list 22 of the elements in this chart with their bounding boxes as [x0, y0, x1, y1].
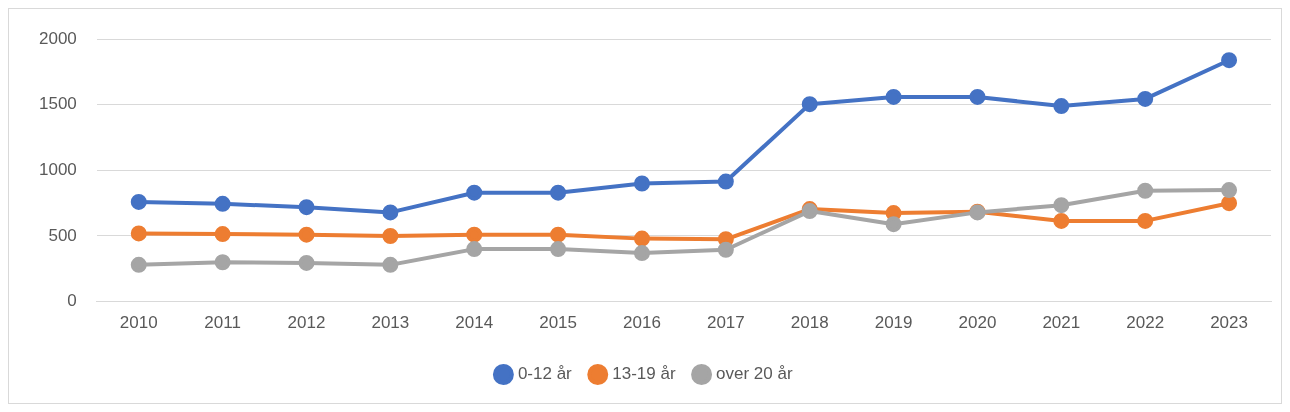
x-tick-label: 2015	[539, 313, 578, 333]
x-tick-label: 2017	[706, 313, 745, 333]
y-tick-label: 2000	[38, 28, 77, 48]
y-tick-label: 500	[48, 225, 77, 245]
x-tick-label: 2022	[1126, 313, 1165, 333]
x-tick-label: 2018	[790, 313, 829, 333]
y-tick-label: 1500	[38, 94, 77, 114]
y-tick-label: 0	[67, 291, 77, 311]
x-tick-label: 2023	[1210, 313, 1248, 333]
x-tick-label: 2021	[1042, 313, 1081, 333]
y-tick-label: 1000	[38, 160, 77, 180]
x-tick-label: 2011	[204, 313, 241, 333]
x-tick-label: 2014	[455, 313, 494, 333]
x-tick-label: 2012	[287, 313, 326, 333]
x-tick-label: 2013	[371, 313, 410, 333]
legend-label: 13-19 år	[612, 364, 676, 384]
x-tick-label: 2019	[874, 313, 913, 333]
x-tick-label: 2020	[958, 313, 997, 333]
x-tick-label: 2010	[119, 313, 158, 333]
legend-label: over 20 år	[716, 364, 793, 384]
x-tick-label: 2016	[623, 313, 661, 333]
legend-label: 0-12 år	[517, 364, 573, 384]
